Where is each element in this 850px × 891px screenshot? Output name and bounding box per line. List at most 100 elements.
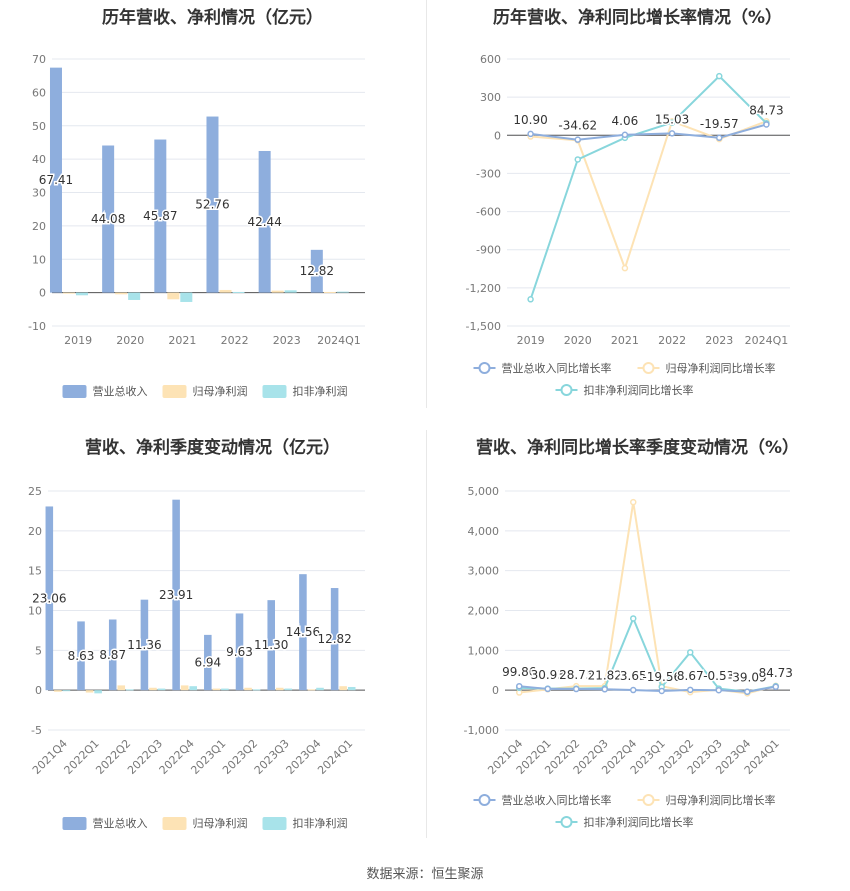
y-tick-label: 10 (32, 253, 46, 266)
x-tick-label: 2021 (168, 334, 196, 347)
y-tick-label: 4,000 (468, 525, 500, 538)
data-point (715, 686, 722, 694)
bar (221, 688, 229, 691)
data-label: -39.09 (728, 671, 767, 685)
legend-swatch-icon (162, 385, 187, 398)
data-label: 42.44 (247, 215, 281, 229)
bar (85, 690, 94, 693)
y-tick-label: 60 (32, 86, 46, 99)
x-tick-label: 2019 (64, 334, 92, 347)
data-label: -19.57 (700, 117, 739, 131)
legend-label: 归母净利润 (193, 816, 248, 830)
data-point (668, 119, 676, 126)
bar (275, 687, 284, 691)
bar (219, 289, 232, 293)
y-tick-label: -5 (31, 724, 42, 737)
data-point (621, 131, 629, 139)
bar (189, 686, 197, 691)
bar (258, 150, 271, 293)
annual-bar-panel: 历年营收、净利情况（亿元） -10 0 10 20 30 40 50 60 70 67.41 44.… (0, 0, 425, 410)
y-tick-label: -10 (28, 320, 46, 333)
bar (77, 621, 85, 691)
data-label: 14.56 (286, 625, 320, 639)
y-tick-label: 600 (480, 53, 501, 66)
data-label: 4.06 (612, 114, 639, 128)
data-point (630, 498, 637, 506)
bar (212, 688, 221, 691)
legend-swatch-icon (62, 817, 87, 830)
quarter-bar-panel: 营收、净利季度变动情况（亿元） -5 0 5 10 15 20 25 23.06 8.63 8.8… (0, 430, 425, 850)
legend-label: 扣非净利润同比增长率 (584, 383, 694, 397)
y-tick-label: -900 (476, 244, 501, 257)
legend-label: 归母净利润 (193, 384, 248, 398)
bar (244, 687, 252, 691)
bar (284, 688, 293, 691)
data-point (573, 685, 580, 693)
bar (204, 634, 212, 691)
bar (307, 689, 316, 691)
data-label: -34.62 (558, 119, 597, 133)
y-tick-label: 40 (32, 153, 46, 166)
data-label: 10.90 (513, 113, 547, 127)
legend-swatch-icon (62, 385, 87, 398)
bar (167, 292, 180, 300)
data-label: 23.91 (159, 588, 193, 602)
data-point (744, 688, 751, 695)
legend-label: 营业总收入 (93, 816, 148, 830)
data-label: 67.41 (39, 173, 73, 187)
bar (108, 619, 117, 691)
bar (323, 291, 336, 293)
data-point (527, 130, 534, 138)
x-tick-label: 2019 (517, 334, 545, 347)
y-tick-label: 15 (28, 565, 42, 578)
data-label: 11.36 (127, 638, 161, 652)
y-tick-label: 1,000 (468, 644, 500, 657)
chart-title: 营收、净利季度变动情况（亿元） (85, 438, 340, 458)
bar (126, 689, 134, 691)
legend-label: 营业总收入同比增长率 (502, 361, 612, 375)
data-label: 12.82 (317, 632, 351, 646)
x-tick-label: 2022 (221, 334, 249, 347)
data-source: 数据来源：恒生聚源 (366, 867, 484, 882)
y-tick-label: 3,000 (468, 565, 500, 578)
vertical-divider-top (426, 0, 427, 408)
bar (94, 690, 102, 694)
x-tick-label: 2022 (658, 334, 686, 347)
series-line (519, 685, 776, 693)
bar (299, 574, 307, 691)
legend-label: 营业总收入 (93, 384, 148, 398)
bar (232, 291, 245, 293)
bar (115, 292, 128, 295)
bar (157, 688, 166, 691)
bar (252, 689, 261, 691)
legend-label: 扣非净利润 (293, 384, 348, 398)
legend-marker-icon (560, 384, 573, 396)
data-label: 52.76 (195, 198, 229, 212)
series-line (529, 74, 768, 300)
data-point (630, 686, 637, 694)
x-tick-label: 2023 (705, 334, 733, 347)
y-tick-label: 30 (32, 187, 46, 200)
bar (271, 290, 284, 293)
legend-label: 扣非净利润 (293, 816, 348, 830)
data-point (763, 121, 770, 128)
data-point (516, 682, 523, 690)
quarter-line-panel: 营收、净利同比增长率季度变动情况（%） -1,000 0 1,000 2,000 3,0… (425, 430, 850, 850)
y-tick-label: 70 (32, 53, 46, 66)
legend-label: 扣非净利润同比增长率 (584, 815, 694, 829)
bar (154, 139, 167, 293)
bar (339, 686, 347, 691)
y-tick-label: 20 (32, 220, 46, 233)
bar (206, 116, 219, 293)
bar (235, 613, 244, 691)
y-tick-label: 50 (32, 120, 46, 133)
bar (336, 291, 349, 293)
chart-title: 营收、净利同比增长率季度变动情况（%） (475, 438, 800, 458)
data-label: 21.82 (588, 668, 622, 682)
x-tick-label: 2023 (273, 334, 301, 347)
y-tick-label: 10 (28, 605, 42, 618)
y-tick-label: -300 (476, 167, 501, 180)
y-tick-label: 2,000 (468, 605, 500, 618)
y-tick-label: 25 (28, 485, 42, 498)
